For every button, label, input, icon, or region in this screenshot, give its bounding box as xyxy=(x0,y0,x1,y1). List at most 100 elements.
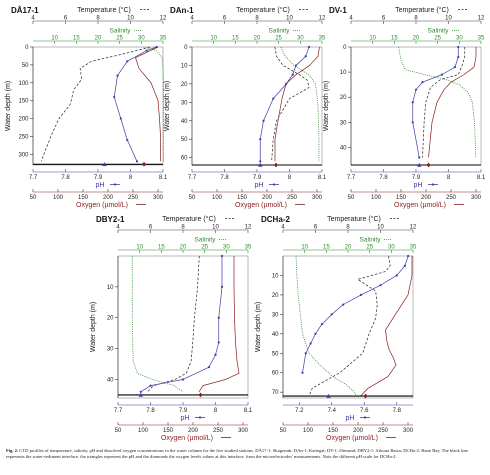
depth-tick-label: 300 xyxy=(18,152,29,158)
depth-tick-label: 100 xyxy=(18,81,29,87)
temperature-tick-label: 8 xyxy=(181,225,185,231)
salinity-tick-label: 15 xyxy=(323,245,330,251)
ph-tick-label: 7.9 xyxy=(179,408,188,414)
oxygen-profile-line xyxy=(274,46,320,162)
ph-data-point xyxy=(411,121,414,124)
ph-data-point xyxy=(259,138,262,141)
ph-axis-label: pH xyxy=(181,415,190,422)
salinity-tick-label: 20 xyxy=(413,36,420,42)
depth-tick-label: 40 xyxy=(181,119,188,125)
ph-data-point xyxy=(457,45,460,49)
oxygen-tick-label: 300 xyxy=(471,195,482,201)
depth-tick-label: 10 xyxy=(272,273,279,279)
ph-tick-label: 7.8 xyxy=(379,175,388,181)
ph-data-point xyxy=(126,138,129,142)
salinity-axis-label: Salinity xyxy=(195,237,217,244)
caption-text: CTD profiles of temperature, salinity, p… xyxy=(6,448,468,459)
interface-oxygen-diamond xyxy=(198,392,203,398)
salinity-tick-label: 20 xyxy=(254,36,261,42)
ph-data-point xyxy=(262,119,265,122)
ph-data-point xyxy=(418,156,421,159)
temperature-tick-label: 4 xyxy=(281,225,285,231)
panel-dby2-1: DBY2-14 6 8 10 12 Temperature (°C) 10 15 20 25 30 3… xyxy=(90,215,253,442)
oxygen-tick-label: 100 xyxy=(53,195,64,201)
ph-tick-label: 8.1 xyxy=(244,408,253,414)
depth-tick-label: 40 xyxy=(107,377,114,383)
ph-legend-marker xyxy=(363,416,367,419)
plot-frame xyxy=(350,46,482,166)
salinity-profile-line xyxy=(295,255,358,397)
depth-tick-label: 150 xyxy=(18,99,29,105)
ph-data-point xyxy=(314,332,317,335)
temperature-axis-label: Temperature (°C) xyxy=(236,6,290,14)
ph-data-point xyxy=(304,352,307,355)
oxygen-tick-label: 150 xyxy=(328,428,339,434)
temperature-axis-label: Temperature (°C) xyxy=(77,6,131,14)
depth-tick-label: 20 xyxy=(272,293,279,299)
oxygen-tick-label: 100 xyxy=(303,428,314,434)
temperature-tick-label: 8 xyxy=(255,16,259,22)
depth-tick-label: 30 xyxy=(340,120,347,126)
ph-data-point xyxy=(457,55,460,59)
panel-d-17-1: DÅ17-14 6 8 10 12 Temperature (°C) 10 15 20 25 30 3… xyxy=(5,6,168,209)
oxygen-axis-label: Oxygen (µmol/L) xyxy=(76,202,128,209)
temperature-profile-line xyxy=(40,46,151,162)
ph-axis-label: pH xyxy=(414,182,423,189)
interface-oxygen-diamond xyxy=(363,393,368,399)
salinity-tick-label: 35 xyxy=(319,36,326,42)
salinity-profile-line xyxy=(280,46,320,162)
oxygen-tick-label: 200 xyxy=(353,428,364,434)
depth-tick-label: 250 xyxy=(18,134,29,140)
caption-label: Fig. 2. xyxy=(6,448,19,453)
ph-data-point xyxy=(145,49,148,52)
salinity-tick-label: 30 xyxy=(388,245,395,251)
ph-data-point xyxy=(126,60,129,63)
plot-frame xyxy=(32,46,164,166)
depth-tick-label: 20 xyxy=(340,95,347,101)
ph-profile-line xyxy=(113,46,157,162)
ph-data-point xyxy=(207,366,211,369)
oxygen-axis-label: Oxygen (µmol/L) xyxy=(326,435,378,442)
ph-tick-label: 8 xyxy=(447,175,451,181)
oxygen-tick-label: 50 xyxy=(115,428,122,434)
salinity-tick-label: 15 xyxy=(158,245,165,251)
temperature-tick-label: 8 xyxy=(414,16,418,22)
depth-tick-label: 200 xyxy=(18,117,29,123)
depth-tick-label: 10 xyxy=(340,70,347,76)
ph-data-point xyxy=(403,264,406,267)
ph-profile-line xyxy=(412,47,459,158)
ph-tick-label: 7.9 xyxy=(253,175,262,181)
temperature-axis-label: Temperature (°C) xyxy=(395,6,449,14)
ph-data-point xyxy=(320,322,324,326)
temperature-tick-label: 6 xyxy=(314,225,318,231)
salinity-tick-label: 25 xyxy=(275,36,282,42)
oxygen-profile-line xyxy=(135,46,161,162)
ph-tick-label: 7.9 xyxy=(94,175,103,181)
depth-tick-label: 10 xyxy=(181,63,188,69)
temperature-tick-label: 6 xyxy=(149,225,153,231)
salinity-tick-label: 10 xyxy=(136,245,143,251)
ph-data-point xyxy=(220,254,224,258)
salinity-axis-label: Salinity xyxy=(428,28,450,35)
interface-oxygen-diamond xyxy=(274,162,278,168)
ph-data-point xyxy=(217,341,220,344)
depth-tick-label: 70 xyxy=(272,390,279,396)
depth-tick-label: 50 xyxy=(181,137,188,143)
oxygen-axis-label: Oxygen (µmol/L) xyxy=(161,435,213,442)
interface-ph-triangle xyxy=(417,162,422,167)
oxygen-tick-label: 50 xyxy=(348,195,355,201)
temperature-tick-label: 12 xyxy=(478,16,485,22)
ph-tick-label: 8 xyxy=(214,408,218,414)
depth-tick-label: 0 xyxy=(25,45,29,51)
salinity-tick-label: 10 xyxy=(301,245,308,251)
ph-data-point xyxy=(294,64,298,67)
plot-frame xyxy=(191,46,323,166)
ph-legend-marker xyxy=(272,183,276,186)
interface-ph-triangle xyxy=(258,162,263,167)
depth-tick-label: 30 xyxy=(272,312,279,318)
salinity-tick-label: 30 xyxy=(138,36,145,42)
temperature-profile-line xyxy=(271,46,310,162)
ph-tick-label: 8 xyxy=(129,175,133,181)
salinity-tick-label: 25 xyxy=(116,36,123,42)
ph-legend-marker xyxy=(431,183,435,186)
